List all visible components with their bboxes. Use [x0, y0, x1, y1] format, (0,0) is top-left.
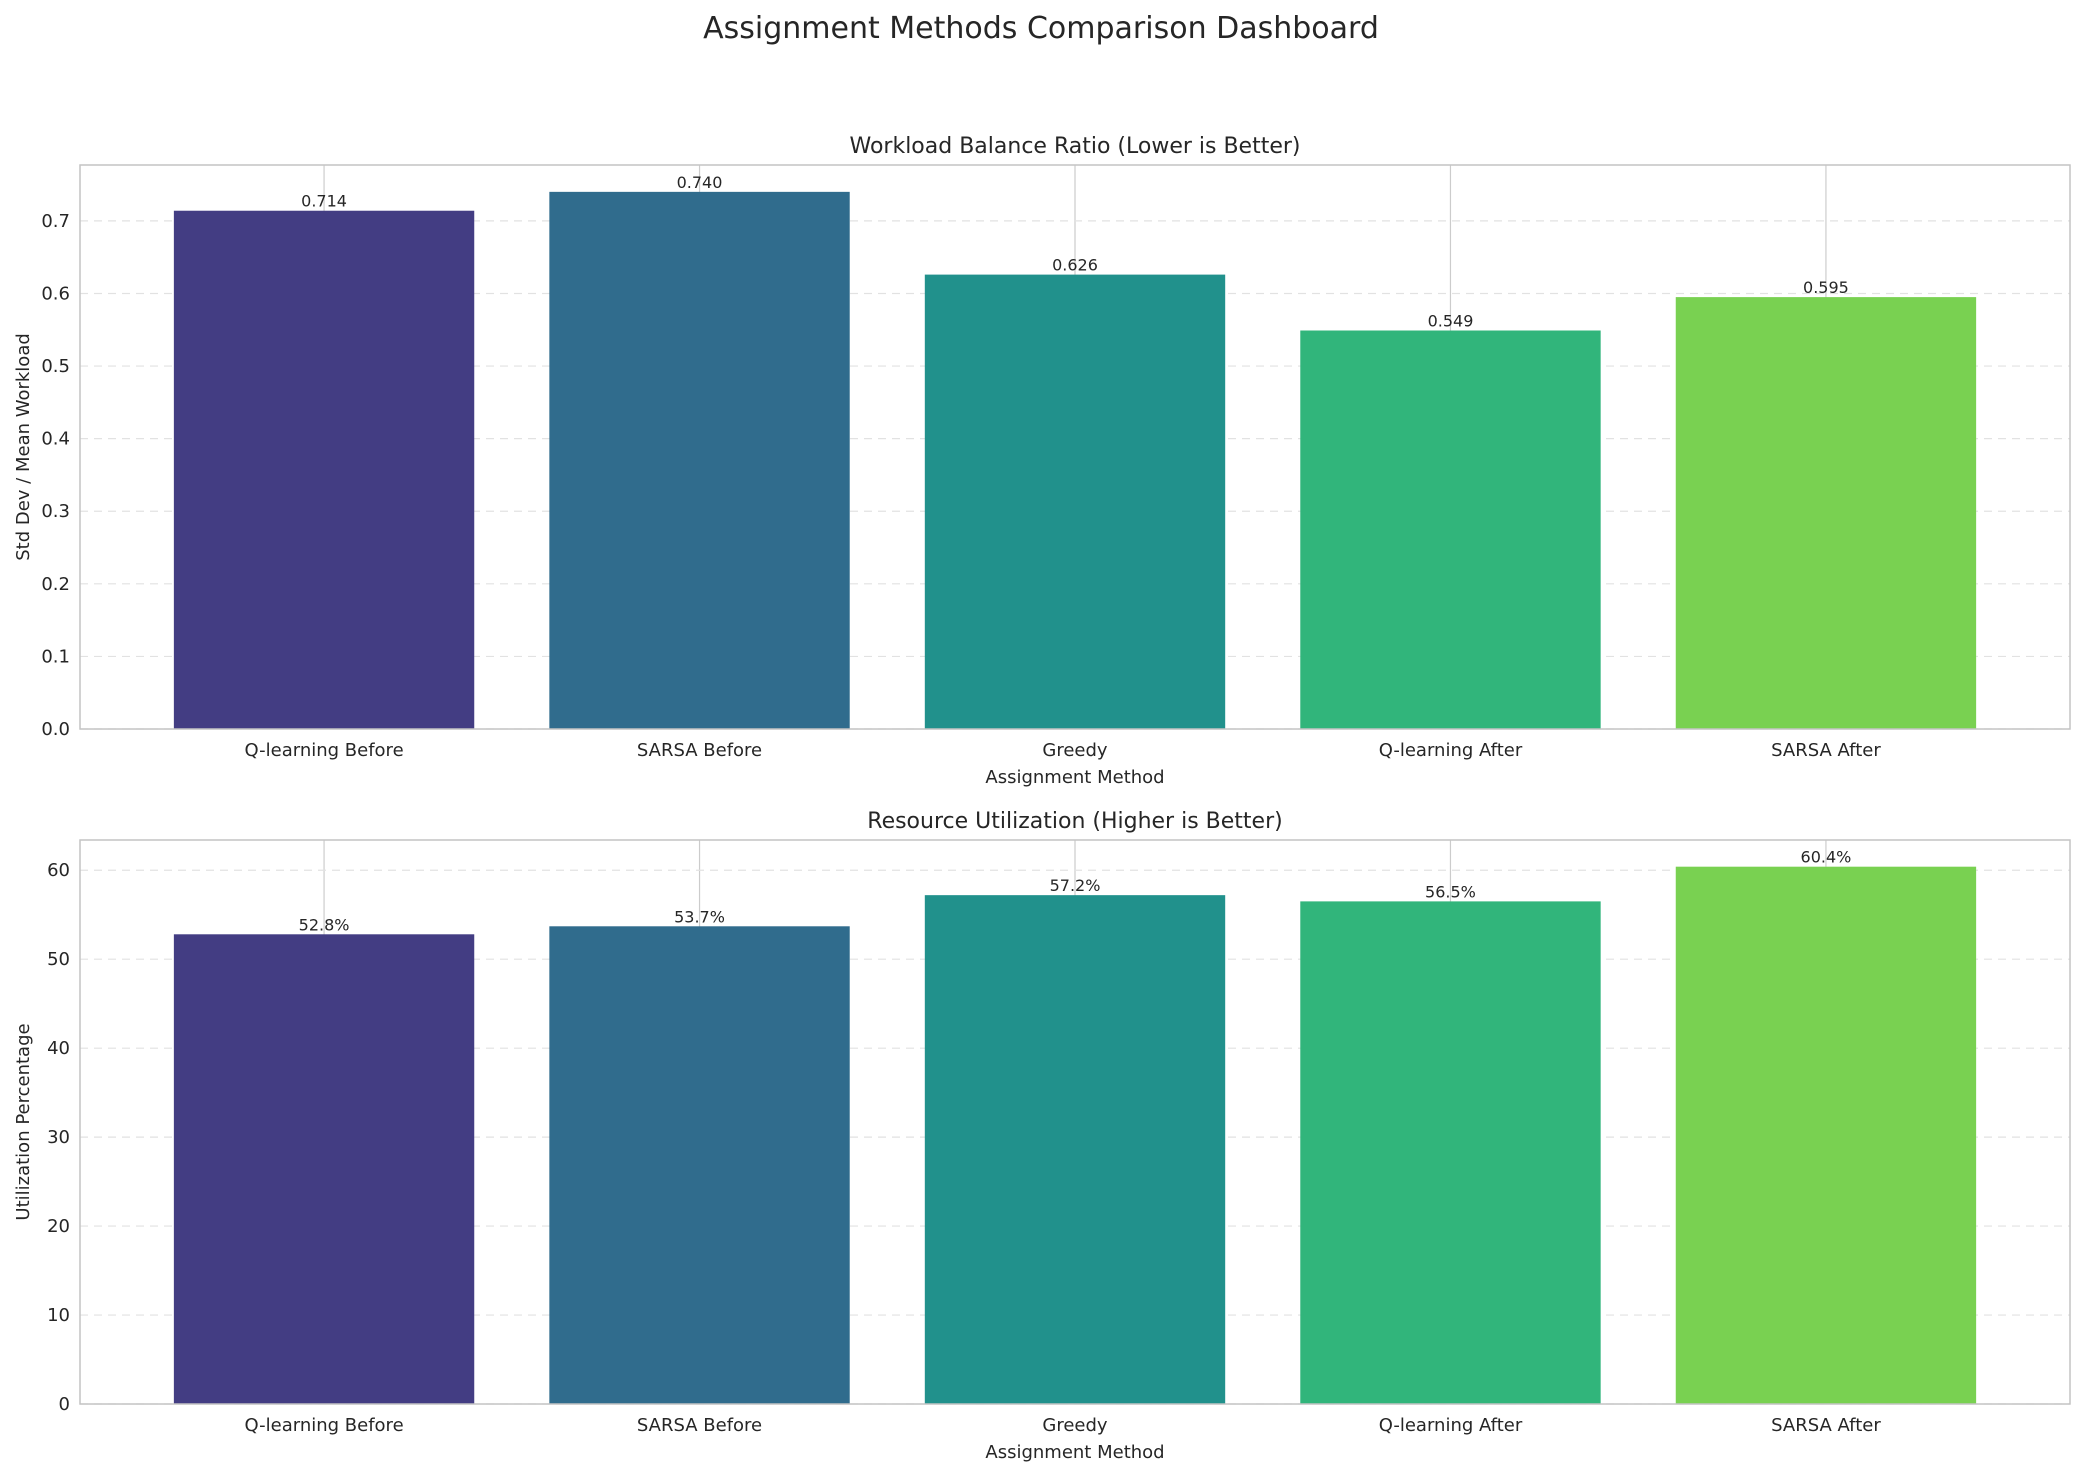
x-tick-label: SARSA After: [1771, 740, 1881, 761]
y-tick-label: 0.6: [41, 283, 70, 304]
y-tick-label: 0.0: [41, 719, 70, 740]
y-tick-label: 0.1: [41, 646, 70, 667]
bar-value-label: 53.7%: [674, 907, 725, 926]
resource-utilization-panel: Resource Utilization (Higher is Better) …: [13, 809, 2071, 1463]
y-tick-label: 60: [47, 860, 70, 881]
x-tick-label: SARSA Before: [637, 1415, 762, 1436]
axes-frame: [79, 164, 2071, 730]
workload-balance-panel: Workload Balance Ratio (Lower is Better)…: [13, 134, 2071, 788]
x-tick-label: Greedy: [1042, 1415, 1108, 1436]
y-tick-label: 0.3: [41, 501, 70, 522]
x-tick-label: SARSA Before: [637, 740, 762, 761]
chart-title: Resource Utilization (Higher is Better): [867, 809, 1282, 834]
y-tick-label: 0.2: [41, 574, 70, 595]
bar-value-label: 60.4%: [1801, 848, 1852, 867]
y-tick-label: 50: [47, 949, 70, 970]
x-tick-label: SARSA After: [1771, 1415, 1881, 1436]
bar: [173, 934, 475, 1404]
dashboard-title: Assignment Methods Comparison Dashboard: [703, 11, 1379, 46]
bar: [549, 926, 850, 1404]
y-tick-label: 10: [47, 1305, 70, 1326]
y-tick-label: 0: [59, 1394, 70, 1415]
bar-value-label: 56.5%: [1425, 882, 1476, 901]
x-axis-label: Assignment Method: [985, 767, 1164, 788]
y-tick-label: 0.7: [41, 211, 70, 232]
bar-value-label: 57.2%: [1050, 876, 1101, 895]
bar: [1300, 330, 1601, 729]
bar-value-label: 52.8%: [299, 915, 350, 934]
bar-value-label: 0.595: [1803, 278, 1849, 297]
chart-title: Workload Balance Ratio (Lower is Better): [849, 134, 1300, 159]
y-tick-label: 20: [47, 1216, 70, 1237]
bar: [1675, 866, 1977, 1404]
y-tick-label: 0.5: [41, 356, 70, 377]
bar: [924, 274, 1226, 729]
bar-value-label: 0.549: [1428, 311, 1474, 330]
y-axis-label: Utilization Percentage: [13, 1023, 34, 1220]
y-axis-label: Std Dev / Mean Workload: [13, 333, 34, 561]
bar: [1300, 901, 1601, 1404]
y-tick-label: 30: [47, 1127, 70, 1148]
x-tick-label: Q-learning Before: [244, 1415, 403, 1436]
bar-value-label: 0.740: [677, 173, 723, 192]
bar-value-label: 0.626: [1052, 256, 1098, 275]
axes-frame: [79, 839, 2071, 1405]
x-axis-label: Assignment Method: [985, 1442, 1164, 1463]
bar: [924, 895, 1226, 1404]
x-tick-label: Greedy: [1042, 740, 1108, 761]
bar: [549, 191, 850, 729]
x-tick-label: Q-learning After: [1379, 1415, 1523, 1436]
bar: [1675, 297, 1977, 729]
y-tick-label: 0.4: [41, 429, 70, 450]
bar-value-label: 0.714: [301, 192, 347, 211]
x-tick-label: Q-learning After: [1379, 740, 1523, 761]
y-tick-label: 40: [47, 1038, 70, 1059]
x-tick-label: Q-learning Before: [244, 740, 403, 761]
bar: [173, 210, 475, 729]
